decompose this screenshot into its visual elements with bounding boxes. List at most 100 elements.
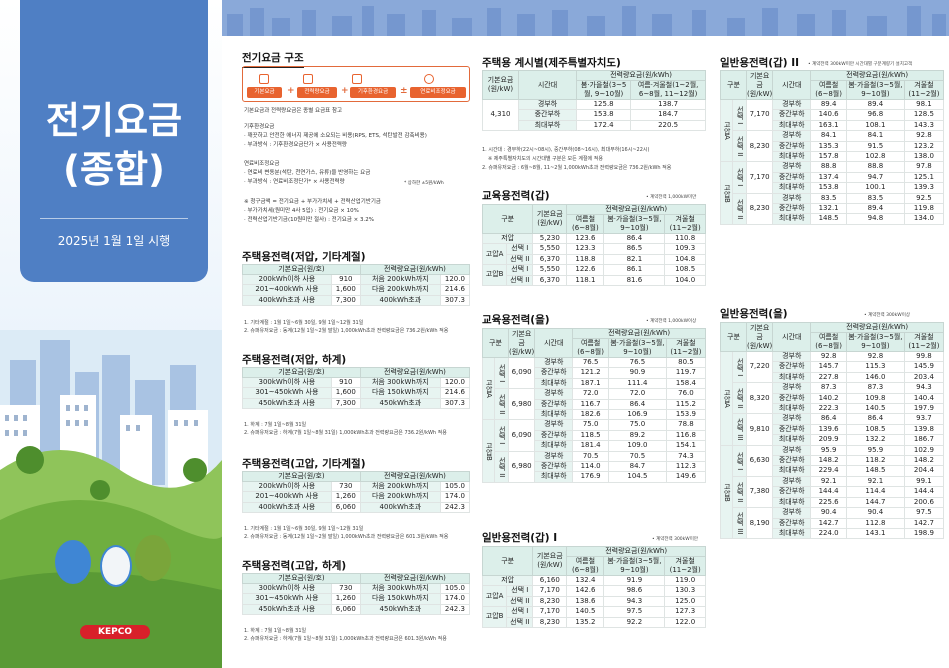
table-cell: 선택 II [506, 595, 534, 608]
table-cell: 처음 300kWh까지 [359, 376, 441, 389]
table-cell: 고압B [719, 161, 734, 225]
table-header-cell: 전력량요금(원/kWh) [572, 328, 706, 339]
table-row: 여름철(6~8월) 봄·가을철(3~5월, 9~10월) 겨울철(11~2월) [721, 80, 945, 100]
kepco-logo: KEPCO [80, 625, 150, 639]
table-cell: 140.5 [846, 403, 905, 415]
table-cell: 선택 I [494, 419, 509, 452]
table-cell: 122.0 [664, 616, 706, 629]
table-cell: 104.5 [608, 471, 667, 483]
table-cell: 70.5 [608, 450, 667, 463]
table-cell: 86.4 [603, 232, 666, 245]
table-cell: 910 [330, 376, 361, 389]
table-cell: 1,600 [330, 387, 361, 399]
table-cell: 중간부하 [518, 109, 577, 121]
table-cell: 경부하 [534, 419, 574, 431]
table-cell: 90.4 [846, 507, 905, 519]
table-cell: 92.8 [810, 350, 848, 363]
res-low-other-note: 1. 기타계절 : 1월 1일~6월 30일, 9월 1일~12월 31일 [244, 320, 364, 326]
res-high-other-table: 기본요금(원/호) 전력량요금(원/kWh) 200kWh이하 사용 730 처음 2… [242, 471, 471, 514]
table-cell: 125.8 [575, 98, 632, 111]
table-cell: 200kWh이하 사용 [242, 480, 332, 493]
fund-line: · 전력산업기반기금(10원미만 절사) : 전기요금 × 3.2% [244, 217, 374, 223]
table-cell: 120.0 [439, 273, 471, 286]
table-cell: 84.1 [810, 130, 848, 142]
res-tou-title: 주택용 계시별(제주특별자치도) [482, 57, 621, 73]
table-row: 구분 기본요금(원/kW) 시간대 전력량요금(원/kWh) [720, 70, 944, 100]
res-low-other-title: 주택용전력(저압, 기타계절) [242, 251, 366, 267]
table-cell: 6,090 [507, 419, 536, 452]
table-cell: 91.5 [846, 140, 905, 153]
table-cell: 경부하 [772, 161, 812, 173]
table-row: 고압B 선택 I 5,550 122.6 86.1 108.5 [481, 264, 706, 287]
table-cell: 148.2 [903, 455, 945, 467]
table-row: 중간부하 139.6 108.5 139.8 [721, 423, 945, 436]
table-cell: 7,300 [330, 294, 361, 307]
res-high-summer-note: 2. 슈퍼유저요금 : 하계(7월 1일~8월 31일) 1,000kWh초과 … [244, 636, 447, 642]
table-cell: 87.3 [810, 382, 848, 394]
table-row: 최대부하 181.4 109.0 154.1 [483, 440, 707, 452]
table-row: 중간부하 132.1 89.4 119.8 [721, 203, 945, 215]
table-cell: 1,600 [330, 284, 361, 296]
table-row: 최대부하 209.9 132.2 186.7 [721, 434, 945, 446]
table-cell: 1,260 [330, 593, 361, 605]
table-cell: 5,550 [532, 243, 568, 255]
mascot-white-icon [100, 545, 132, 587]
table-cell: 400kWh초과 사용 [242, 501, 332, 514]
table-cell: 고압B [481, 264, 508, 287]
table-cell: 7,170 [745, 161, 774, 194]
table-cell: 220.5 [630, 119, 706, 132]
table-cell: 138.7 [630, 98, 706, 111]
table-cell: 119.0 [664, 574, 706, 587]
table-cell: 고압A [481, 585, 508, 608]
table-cell: 242.3 [439, 603, 471, 616]
table-cell: 선택 I [732, 98, 747, 132]
table-cell: 처음 300kWh까지 [359, 582, 441, 595]
table-cell: 109.3 [664, 243, 706, 255]
table-cell: 148.5 [846, 465, 905, 477]
table-cell: 102.8 [846, 151, 905, 163]
table-cell: 선택 II [506, 274, 534, 287]
table-row: 중간부하 140.6 96.8 128.5 [721, 109, 945, 121]
table-row: 선택 II 8,230 138.6 94.3 125.0 [483, 595, 706, 608]
table-cell: 중간부하 [534, 367, 574, 379]
res-high-other-note: 2. 슈퍼유저요금 : 동계(12월 1일~2월 말일) 1,000kWh초과 … [244, 534, 449, 540]
gen-a1-title: 일반용전력(갑) I [482, 532, 558, 548]
table-cell: 132.2 [846, 434, 905, 446]
table-cell: 다음 150kWh까지 [359, 593, 441, 605]
table-cell: 139.6 [810, 423, 848, 436]
table-cell: 119.8 [903, 203, 945, 215]
table-cell: 중간부하 [534, 461, 574, 473]
table-row: 기본요금(원/호) 전력량요금(원/kWh) [242, 367, 471, 378]
table-row: 선택 III 8,190 경부하 90.4 90.4 97.5 [721, 507, 945, 540]
table-cell: 186.7 [903, 434, 945, 446]
table-cell: 87.3 [846, 382, 905, 394]
table-cell: 224.0 [810, 527, 848, 540]
table-cell: 92.8 [903, 130, 945, 142]
table-cell: 209.9 [810, 434, 848, 446]
table-cell: 115.2 [665, 398, 707, 411]
table-cell: 123.3 [566, 243, 605, 255]
table-cell: 경부하 [772, 130, 812, 142]
table-cell: 99.1 [903, 475, 945, 488]
structure-title: 전기요금 구조 [242, 52, 304, 68]
climate-desc: · 깨끗하고 안전한 에너지 제공에 소요되는 비용(RPS, ETS, 석탄발… [244, 133, 427, 139]
table-cell: 197.9 [903, 403, 945, 415]
table-cell: 204.4 [903, 465, 945, 477]
table-row: 301~450kWh 사용 1,600 다음 150kWh까지 214.6 [242, 387, 471, 399]
gen-a1-table: 구분 기본요금(원/kW) 전력량요금(원/kWh) 여름철(6~8월) 봄·가을철(… [481, 546, 706, 629]
table-cell: 104.8 [664, 253, 706, 266]
res-tou-note: 2. 슈퍼유저요금 : 6월~8월, 11~2월 1,000kWh초과 전력량요… [482, 165, 672, 171]
table-header-cell: 구분 [720, 322, 747, 352]
table-cell: 86.4 [810, 413, 848, 425]
table-header-cell: 겨울철(11~2월) [664, 214, 706, 234]
table-cell: 300kWh이하 사용 [242, 376, 332, 389]
table-cell: 6,980 [507, 450, 536, 483]
table-row: 201~400kWh 사용 1,600 다음 200kWh까지 214.6 [242, 284, 471, 296]
table-row: 선택 II 6,370 118.8 82.1 104.8 [483, 253, 706, 266]
table-cell: 선택 II [506, 253, 534, 266]
table-cell: 146.0 [846, 371, 905, 384]
table-header-cell: 전력량요금(원/kWh) [359, 573, 471, 584]
table-cell: 선택 I [732, 444, 747, 477]
mascot-green-icon [135, 535, 171, 581]
table-cell: 86.4 [846, 413, 905, 425]
